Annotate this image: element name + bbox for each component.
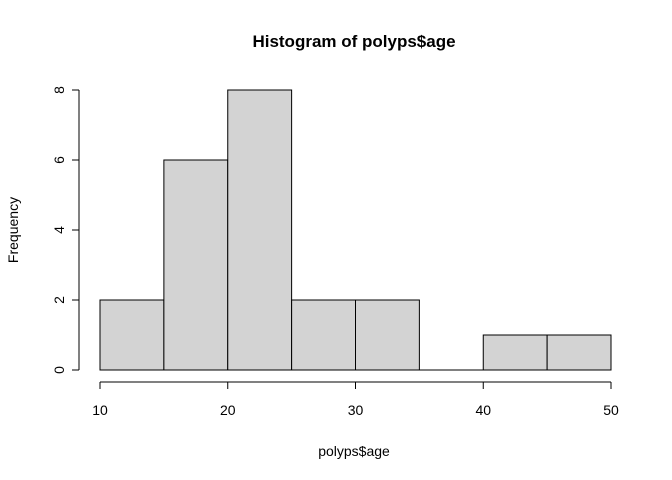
x-tick-label: 10 bbox=[92, 402, 108, 418]
x-tick-label: 40 bbox=[475, 402, 491, 418]
x-tick-label: 20 bbox=[220, 402, 236, 418]
y-tick-label: 6 bbox=[51, 156, 67, 164]
y-tick-label: 8 bbox=[51, 86, 67, 94]
x-tick-label: 30 bbox=[348, 402, 364, 418]
y-tick-label: 2 bbox=[51, 296, 67, 304]
bars-group bbox=[99, 89, 612, 371]
histogram-bar bbox=[546, 334, 612, 371]
y-tick-label: 4 bbox=[51, 226, 67, 234]
y-tick-label: 0 bbox=[51, 366, 67, 374]
x-axis: 10 20 30 40 50 bbox=[92, 381, 619, 418]
histogram-bar bbox=[163, 159, 229, 371]
histogram-bar bbox=[99, 299, 165, 371]
y-axis: 0 2 4 6 8 bbox=[51, 86, 80, 374]
x-tick-label: 50 bbox=[603, 402, 619, 418]
histogram-bar bbox=[482, 334, 548, 371]
histogram-bar bbox=[291, 299, 356, 371]
histogram-bar bbox=[227, 89, 293, 371]
y-axis-label: Frequency bbox=[5, 197, 21, 263]
x-axis-label: polyps$age bbox=[318, 443, 390, 459]
histogram-bar bbox=[355, 299, 420, 371]
chart-title: Histogram of polyps$age bbox=[252, 32, 455, 51]
